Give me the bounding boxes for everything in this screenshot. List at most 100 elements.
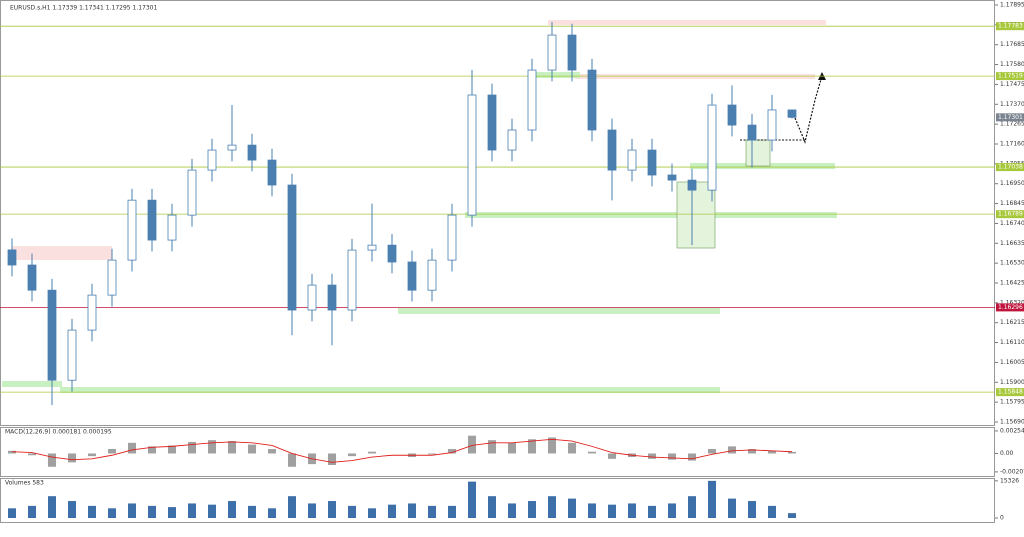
y-tick-label: 1.16530 [1000, 260, 1024, 267]
macd-bar [728, 446, 736, 454]
volume-title: Volumes 583 [5, 480, 44, 487]
y-tick-label: 15326 [1000, 477, 1019, 484]
level-tag [996, 303, 1024, 312]
macd-bar [108, 449, 116, 454]
level-tag [996, 163, 1024, 172]
box-zone [745, 139, 771, 167]
volume-bar [548, 496, 556, 518]
volume-bar [308, 503, 316, 518]
volume-bar [528, 501, 536, 518]
macd-bar [48, 453, 56, 467]
candle-body [187, 169, 197, 216]
macd-bar [528, 439, 536, 454]
candle-body [327, 284, 337, 311]
y-tick-label: 0 [1000, 515, 1004, 522]
candle-body [727, 104, 737, 126]
price-panel [0, 0, 995, 426]
macd-bar [768, 450, 776, 454]
candle-body [487, 94, 497, 151]
volume-bar [768, 505, 776, 518]
candle-body [767, 109, 777, 141]
candle-body [307, 284, 317, 311]
macd-bar [328, 453, 336, 466]
candle-body [667, 174, 677, 181]
candle-body [7, 249, 17, 266]
macd-bar [268, 449, 276, 454]
macd-bar [748, 449, 756, 454]
y-tick-label: 1.17370 [1000, 101, 1024, 108]
level-label: 1.16296 [998, 304, 1023, 311]
volume-bar [108, 508, 116, 518]
y-tick-label: 1.17895 [1000, 2, 1024, 9]
candle-body [567, 34, 577, 71]
volume-bar [248, 505, 256, 518]
candle-body [247, 144, 257, 161]
macd-bar [348, 453, 356, 457]
y-tick-label: 1.16425 [1000, 280, 1024, 287]
macd-bar [28, 453, 36, 456]
chart-title: EURUSD.s,H1 1.17339 1.17341 1.17295 1.17… [10, 5, 157, 12]
volume-bar [88, 505, 96, 518]
candle-body [47, 289, 57, 381]
level-label: 1.16789 [998, 211, 1023, 218]
y-tick-label: -0.002072 [1000, 468, 1024, 475]
macd-bar [428, 453, 436, 455]
y-tick-label: 1.15900 [1000, 379, 1024, 386]
forecast-path [794, 75, 823, 144]
demand-zone [60, 387, 720, 393]
candle-body [127, 199, 137, 261]
volume-bar [448, 505, 456, 518]
y-tick-label: 1.17685 [1000, 41, 1024, 48]
volume-bar [688, 496, 696, 518]
demand-zone [530, 72, 580, 78]
candle-body [427, 259, 437, 291]
volume-bar [388, 504, 396, 518]
candle-body [347, 249, 357, 311]
y-tick-label: 1.16110 [1000, 339, 1024, 346]
y-tick-label: 1.16320 [1000, 299, 1024, 306]
macd-bar [148, 446, 156, 454]
macd-bar [568, 442, 576, 454]
candle-body [387, 244, 397, 263]
macd-bar [788, 451, 796, 454]
candle-body [407, 261, 417, 291]
volume-bar [368, 508, 376, 518]
candle-body [147, 199, 157, 241]
y-tick-label: 1.17580 [1000, 61, 1024, 68]
y-tick-label: 1.16740 [1000, 220, 1024, 227]
macd-panel [0, 427, 995, 477]
candle-body [527, 69, 537, 131]
candle-body [267, 159, 277, 186]
volume-bar [168, 507, 176, 518]
macd-bar [88, 453, 96, 457]
volume-bar [708, 480, 716, 518]
level-label: 1.17519 [998, 73, 1023, 80]
volume-bar [568, 498, 576, 518]
volume-bar [328, 501, 336, 518]
demand-zone [398, 308, 720, 314]
macd-title: MACD(12,26,9) 0.000181 0.000195 [5, 429, 112, 436]
macd-bar [488, 440, 496, 454]
macd-bar [508, 442, 516, 454]
macd-bar [588, 451, 596, 454]
macd-bar [608, 453, 616, 459]
volume-bar [588, 503, 596, 518]
volume-bar [668, 503, 676, 518]
macd-bar [368, 451, 376, 454]
y-tick-label: 1.15795 [1000, 399, 1024, 406]
volume-bar [608, 504, 616, 518]
volume-bar [408, 503, 416, 518]
y-tick-label: 1.16635 [1000, 240, 1024, 247]
candle-body [687, 179, 697, 191]
candle-body [627, 149, 637, 171]
y-tick-label: 1.17475 [1000, 81, 1024, 88]
macd-bar [228, 441, 236, 454]
volume-bar [268, 508, 276, 518]
macd-bar [688, 453, 696, 461]
macd-bar [288, 453, 296, 467]
macd-bar [708, 449, 716, 454]
macd-bar [468, 435, 476, 454]
y-tick-label: 0.002541 [1000, 427, 1024, 434]
